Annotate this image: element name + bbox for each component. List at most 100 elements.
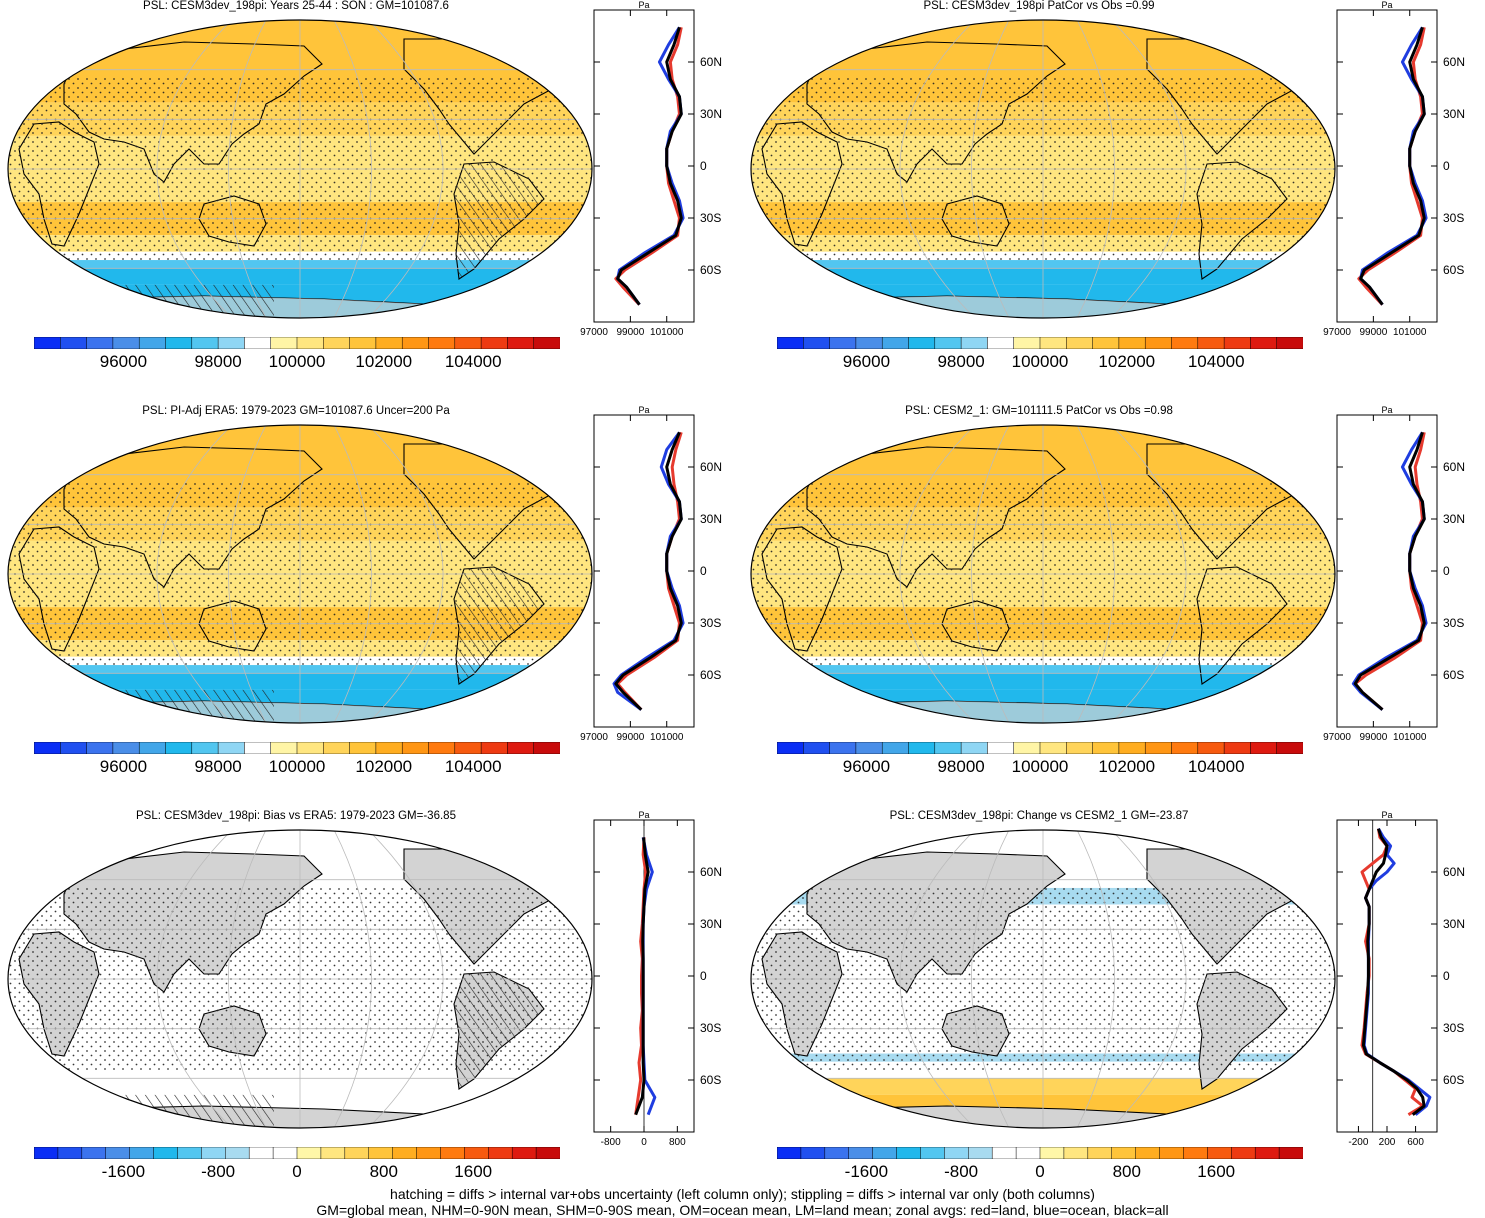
colorbar-swatch [454,337,482,349]
colorbar-swatch [1013,337,1041,349]
map-outline [7,424,593,724]
colorbar-swatch [34,742,61,754]
colorbar-swatch [165,337,193,349]
panel-0: PSL: CESM3dev_198pi: Years 25-44 : SON :… [0,0,742,406]
colorbar [777,1147,1303,1159]
colorbar-swatch [1276,742,1303,754]
colorbar-swatch [855,337,883,349]
colorbar-swatch [57,1147,83,1159]
colorbar-swatch [1111,1147,1137,1159]
colorbar-swatch [1171,742,1199,754]
zonal-series-all [1353,431,1426,711]
panel-title: PSL: CESM3dev_198pi: Years 25-44 : SON :… [143,0,449,12]
colorbar [777,742,1303,754]
zonal-lat-tick: 0 [1443,159,1450,173]
colorbar-label: 102000 [355,352,413,371]
zonal-x-tick: 101000 [1393,327,1427,338]
colorbar-label: 96000 [99,352,148,371]
colorbar-swatch [777,337,804,349]
colorbar-swatch [177,1147,202,1159]
zonal-x-tick: 101000 [650,327,684,338]
zonal-lat-tick: 30S [1443,616,1464,630]
zonal-series-all [1361,828,1426,1116]
zonal-frame [1336,819,1438,1133]
zonal-unit-label: Pa [1381,0,1392,10]
panel-title: PSL: PI-Adj ERA5: 1979-2023 GM=101087.6 … [142,405,450,417]
colorbar-swatch [296,1147,322,1159]
colorbar-swatch [855,742,883,754]
colorbar-swatch [1135,1147,1160,1159]
zonal-lat-tick: 30N [1443,107,1465,121]
zonal-mean-plot: Pa 60N 30N 0 30S 60S 97000 99000 101000 [580,405,722,743]
footer-notes: hatching = diffs > internal var+obs unce… [0,1186,1485,1218]
colorbar-swatch [272,1147,298,1159]
colorbar-swatch [1207,1147,1232,1159]
colorbar-swatch [1118,742,1146,754]
colorbar-swatch [323,742,351,754]
colorbar-swatch [138,742,166,754]
colorbar-label: -1600 [101,1162,146,1181]
colorbar [34,1147,560,1159]
colorbar-swatch [60,742,88,754]
colorbar-label: 98000 [937,352,985,371]
colorbar-swatch [191,742,219,754]
colorbar-swatch [344,1147,370,1159]
zonal-lat-tick: 60N [700,460,722,474]
colorbar-swatch [1039,742,1067,754]
colorbar-swatch [1276,337,1303,349]
colorbar-swatch [881,742,909,754]
colorbar-label: -800 [944,1162,979,1181]
zonal-lat-tick: 60N [700,865,722,879]
zonal-x-tick: 97000 [580,732,608,743]
colorbar-swatch [1144,742,1172,754]
zonal-frame [1336,9,1438,323]
colorbar-swatch [777,1147,802,1159]
map-plot [750,424,1336,724]
colorbar-swatch [991,1147,1017,1159]
zonal-x-tick: 99000 [616,732,644,743]
zonal-mean-plot: Pa 60N 30N 0 30S 60S 97000 99000 101000 [580,0,722,338]
colorbar-swatch [428,742,456,754]
colorbar-swatch [129,1147,154,1159]
colorbar-swatch [1223,742,1251,754]
map-outline [750,424,1336,724]
colorbar-label: 104000 [1187,352,1245,371]
zonal-lat-tick: 30N [700,512,722,526]
colorbar-swatch [165,742,193,754]
zonal-unit-label: Pa [1381,405,1392,415]
zonal-lat-tick: 60S [700,668,721,682]
colorbar-swatch [1118,337,1146,349]
colorbar-swatch [1015,1147,1041,1159]
hatching [94,284,274,318]
footer-line-2: GM=global mean, NHM=0-90N mean, SHM=0-90… [316,1202,1169,1218]
zonal-frame [593,414,695,728]
panel-2: PSL: PI-Adj ERA5: 1979-2023 GM=101087.6 … [0,405,742,811]
zonal-lat-tick: 0 [700,159,707,173]
continent-greenland [1246,835,1308,873]
colorbar-swatch [270,742,298,754]
zonal-unit-label: Pa [1381,810,1392,820]
colorbar [34,337,560,349]
zonal-lat-tick: 0 [1443,564,1450,578]
colorbar-swatch [1066,337,1094,349]
map-outline [7,19,593,319]
colorbar-swatch [86,337,114,349]
continent-greenland [1246,25,1308,63]
map-plot [750,829,1336,1129]
colorbar-swatch [1223,337,1251,349]
colorbar-swatch [777,742,804,754]
colorbar-swatch [323,337,351,349]
colorbar-swatch [1013,742,1041,754]
zonal-lat-tick: 0 [700,564,707,578]
zonal-lat-tick: 60N [1443,55,1465,69]
colorbar-swatch [507,742,535,754]
colorbar-swatch [401,742,429,754]
colorbar-swatch [533,742,560,754]
colorbar-swatch [270,337,298,349]
colorbar-label: 1600 [1197,1162,1236,1181]
colorbar-swatch [428,337,456,349]
map-outline [7,829,593,1129]
colorbar-swatch [1183,1147,1208,1159]
zonal-frame [1336,414,1438,728]
map-outline [750,829,1336,1129]
